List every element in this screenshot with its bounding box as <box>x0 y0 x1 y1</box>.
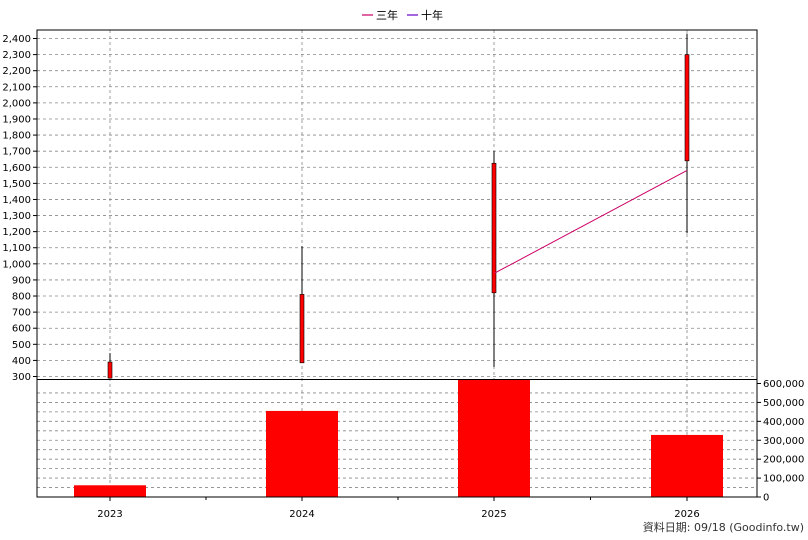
price-tick-label: 2,200 <box>2 66 31 77</box>
candle-body <box>491 162 497 294</box>
x-tick-label: 2024 <box>289 509 314 520</box>
volume-tick-label: 0 <box>763 493 769 504</box>
price-tick-label: 600 <box>12 324 31 335</box>
price-tick-label: 1,300 <box>2 211 31 222</box>
price-axis: 300 400 500 600 700 800 900 1,000 1,100 1,200 1,30… <box>2 34 37 383</box>
candles <box>107 33 690 379</box>
price-tick-label: 2,000 <box>2 98 31 109</box>
plot-frame <box>36 29 758 498</box>
price-tick-label: 400 <box>12 356 31 367</box>
price-tick-label: 2,100 <box>2 82 31 93</box>
volume-tick-label: 300,000 <box>763 436 804 447</box>
volume-bar <box>74 485 146 497</box>
price-tick-label: 1,100 <box>2 243 31 254</box>
price-tick-label: 1,600 <box>2 163 31 174</box>
volume-bars <box>74 379 723 497</box>
volume-tick-label: 100,000 <box>763 474 804 485</box>
average-lines <box>493 170 688 274</box>
x-tick-label: 2025 <box>481 509 506 520</box>
x-tick-label: 2026 <box>674 509 699 520</box>
price-tick-label: 1,400 <box>2 195 31 206</box>
legend: 三年 十年 <box>362 8 443 22</box>
plot-border <box>36 29 758 498</box>
price-tick-label: 2,300 <box>2 50 31 61</box>
volume-tick-label: 400,000 <box>763 417 804 428</box>
price-tick-label: 500 <box>12 340 31 351</box>
x-tick-label: 2023 <box>97 509 122 520</box>
volume-bar <box>651 434 723 497</box>
volume-tick-label: 600,000 <box>763 379 804 390</box>
price-tick-label: 1,700 <box>2 147 31 158</box>
price-tick-label: 800 <box>12 292 31 303</box>
grid <box>37 30 757 497</box>
volume-tick-label: 200,000 <box>763 455 804 466</box>
price-tick-label: 1,800 <box>2 131 31 142</box>
volume-bar <box>458 379 530 497</box>
candle-body <box>107 361 113 379</box>
x-axis: 2023 2024 2025 2026 <box>97 497 700 520</box>
footer-source: 資料日期: 09/18 (Goodinfo.tw) <box>643 520 804 534</box>
price-tick-label: 1,500 <box>2 179 31 190</box>
legend-label-ten-year: 十年 <box>421 8 443 22</box>
volume-tick-label: 500,000 <box>763 398 804 409</box>
price-tick-label: 300 <box>12 372 31 383</box>
volume-bar <box>266 410 338 497</box>
three-year-average-line <box>493 170 688 274</box>
candle-body <box>684 54 690 162</box>
price-tick-label: 1,200 <box>2 227 31 238</box>
price-tick-label: 2,400 <box>2 34 31 45</box>
price-tick-label: 700 <box>12 308 31 319</box>
price-tick-label: 900 <box>12 275 31 286</box>
price-tick-label: 1,000 <box>2 259 31 270</box>
volume-axis: 0 100,000 200,000 300,000 400,000 500,000 600,… <box>757 379 804 504</box>
legend-label-three-year: 三年 <box>376 8 398 22</box>
candle-body <box>299 294 305 364</box>
price-tick-label: 1,900 <box>2 114 31 125</box>
